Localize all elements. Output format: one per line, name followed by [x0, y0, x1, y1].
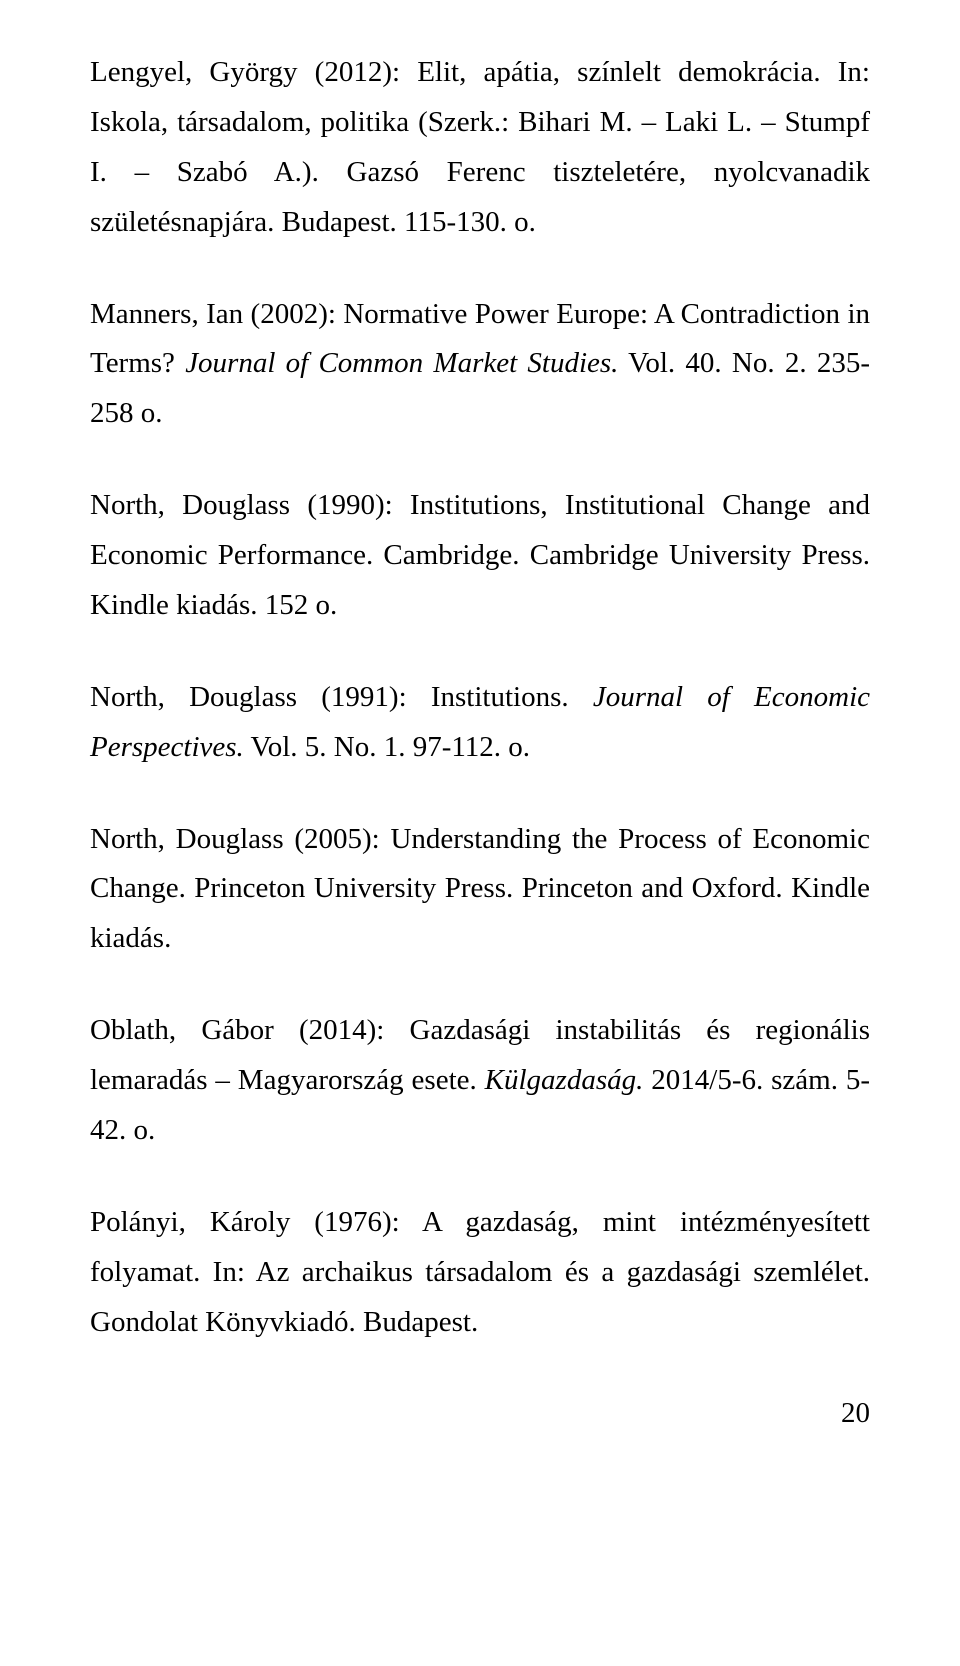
reference-entry: North, Douglass (1991): Institutions. Jo… [90, 673, 870, 773]
reference-entry: Lengyel, György (2012): Elit, apátia, sz… [90, 48, 870, 248]
page-number: 20 [90, 1389, 870, 1439]
reference-entry: Oblath, Gábor (2014): Gazdasági instabil… [90, 1006, 870, 1156]
reference-entry: North, Douglass (1990): Institutions, In… [90, 481, 870, 631]
reference-text: Vol. 5. No. 1. 97-112. o. [244, 731, 530, 763]
reference-journal: Külgazdaság. [485, 1064, 644, 1096]
reference-text: North, Douglass (1991): Institutions. [90, 681, 593, 713]
reference-entry: Manners, Ian (2002): Normative Power Eur… [90, 290, 870, 440]
reference-text: North, Douglass (1990): Institutions, In… [90, 489, 870, 621]
reference-text: Polányi, Károly (1976): A gazdaság, mint… [90, 1206, 870, 1338]
reference-entry: North, Douglass (2005): Understanding th… [90, 815, 870, 965]
reference-journal: Journal of Common Market Studies. [185, 347, 618, 379]
page-body: Lengyel, György (2012): Elit, apátia, sz… [0, 0, 960, 1487]
reference-text: North, Douglass (2005): Understanding th… [90, 823, 870, 955]
reference-entry: Polányi, Károly (1976): A gazdaság, mint… [90, 1198, 870, 1348]
reference-text: Lengyel, György (2012): Elit, apátia, sz… [90, 56, 870, 238]
